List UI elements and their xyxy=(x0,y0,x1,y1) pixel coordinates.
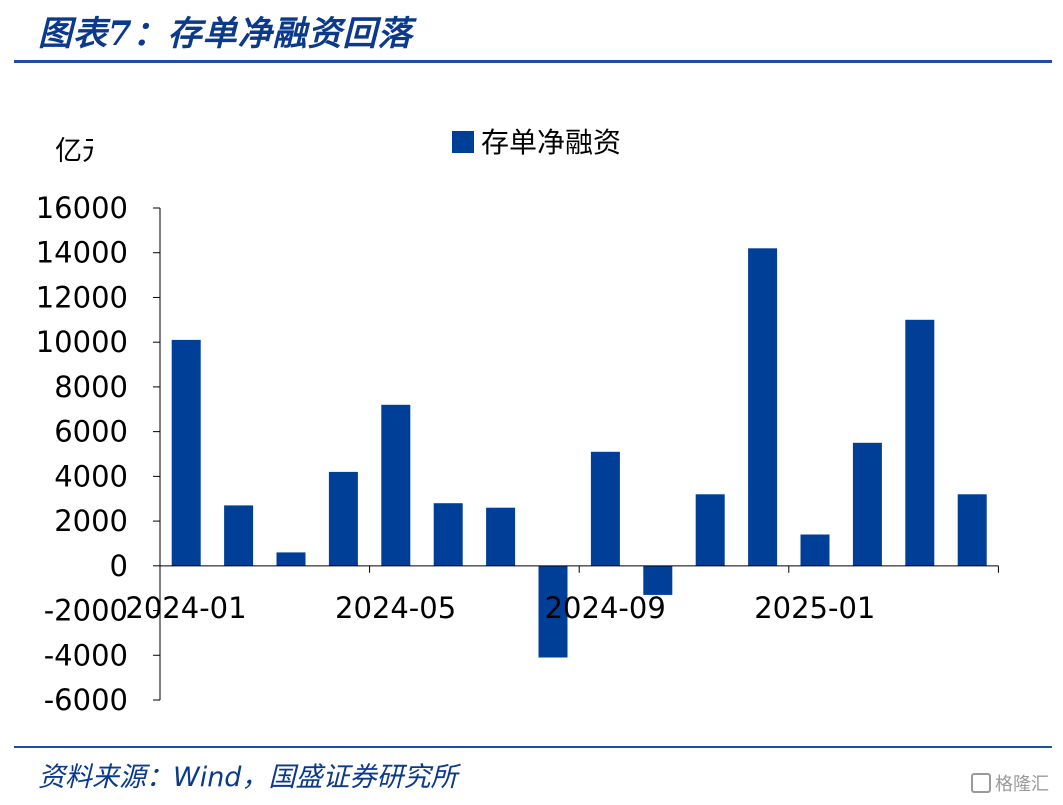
y-tick-label: 2000 xyxy=(54,504,128,538)
y-tick-label: 4000 xyxy=(54,459,128,493)
source-note: 资料来源：Wind，国盛证券研究所 xyxy=(38,762,458,793)
legend: 存单净融资 xyxy=(452,126,621,159)
unit-clip xyxy=(93,128,153,173)
bar-2025-01 xyxy=(800,534,830,566)
bar-2024-05 xyxy=(381,404,411,566)
bar-chart: 存单净融资 亿元 -6000-4000-20000200040006000800… xyxy=(35,126,999,717)
y-tick-label: 0 xyxy=(110,549,128,583)
y-tick-label: -6000 xyxy=(44,683,128,717)
y-tick-label: 16000 xyxy=(36,191,128,225)
legend-swatch xyxy=(452,131,474,153)
bar-2024-02 xyxy=(224,505,254,566)
bar-2024-10 xyxy=(643,565,673,595)
bar-2024-01 xyxy=(171,339,201,566)
y-tick-label: 10000 xyxy=(36,325,128,359)
figure-title: 图表7：存单净融资回落 xyxy=(38,14,413,54)
bar-2024-06 xyxy=(433,503,463,566)
bar-2025-03 xyxy=(905,319,935,566)
y-tick-label: 6000 xyxy=(54,415,128,449)
bar-2025-02 xyxy=(852,442,882,566)
watermark-logo-icon xyxy=(971,773,991,793)
x-tick-label: 2025-01 xyxy=(754,591,875,625)
bar-2024-12 xyxy=(748,248,778,566)
x-tick-label: 2024-01 xyxy=(125,591,246,625)
y-tick-label: 12000 xyxy=(36,280,128,314)
watermark-text: 格隆汇 xyxy=(995,774,1049,795)
bar-2024-11 xyxy=(695,494,725,566)
y-tick-label: -2000 xyxy=(44,594,128,628)
y-tick-label: 14000 xyxy=(36,236,128,270)
bar-2024-03 xyxy=(276,552,306,566)
bar-2025-04 xyxy=(957,494,987,566)
bar-2024-07 xyxy=(486,507,516,566)
bar-2024-09 xyxy=(590,451,620,566)
legend-label: 存单净融资 xyxy=(481,126,621,159)
x-tick-label: 2024-09 xyxy=(545,591,666,625)
bar-2024-08 xyxy=(538,565,568,658)
bar-2024-04 xyxy=(328,471,358,566)
y-tick-label: -4000 xyxy=(44,638,128,672)
title-rule xyxy=(14,60,1052,63)
y-tick-label: 8000 xyxy=(54,370,128,404)
footer-rule xyxy=(14,746,1052,748)
x-tick-label: 2024-05 xyxy=(335,591,456,625)
watermark: 格隆汇 xyxy=(971,770,1049,796)
